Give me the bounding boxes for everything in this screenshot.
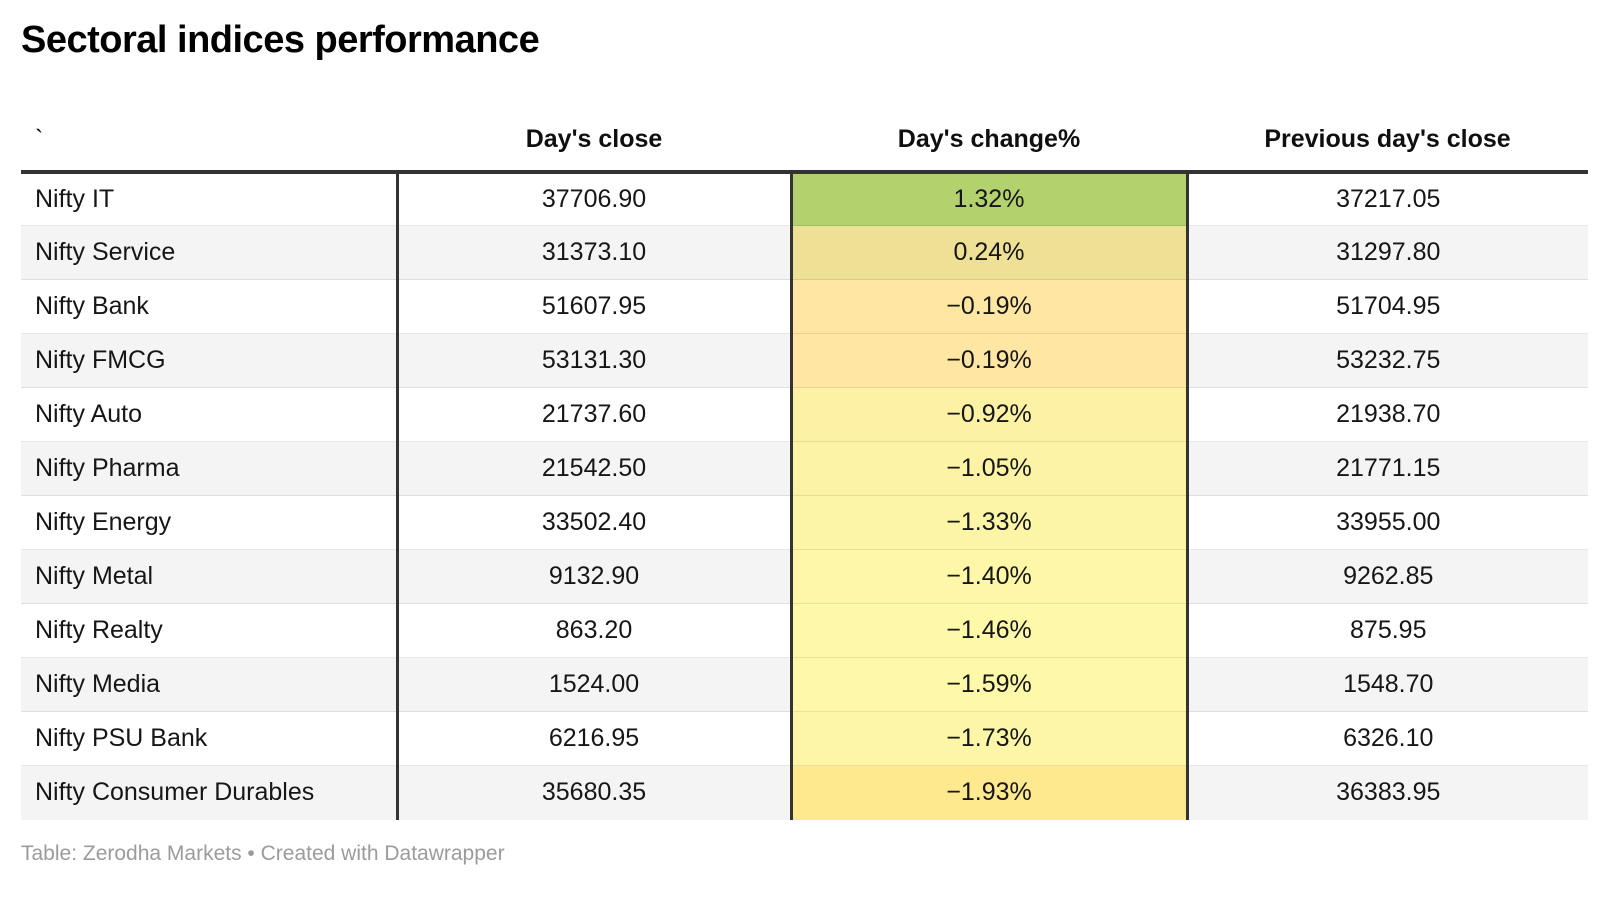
table-row: Nifty IT 37706.90 1.32% 37217.05 xyxy=(21,171,1588,226)
index-name-cell: Nifty Metal xyxy=(21,549,397,604)
table-row: Nifty Media 1524.00 −1.59% 1548.70 xyxy=(21,657,1588,712)
days-change-cell: −1.40% xyxy=(789,549,1189,604)
days-change-cell: −1.93% xyxy=(789,765,1189,820)
days-change-cell: −1.73% xyxy=(789,711,1189,766)
days-change-cell: −0.92% xyxy=(789,387,1189,442)
table-footer: Table: Zerodha Markets • Created with Da… xyxy=(21,841,505,865)
header-row: ` Day's close Day's change% Previous day… xyxy=(21,62,1588,174)
days-close-cell: 1524.00 xyxy=(395,657,791,712)
prev-close-cell: 1548.70 xyxy=(1187,657,1588,712)
table-row: Nifty Metal 9132.90 −1.40% 9262.85 xyxy=(21,549,1588,604)
table-row: Nifty Auto 21737.60 −0.92% 21938.70 xyxy=(21,387,1588,442)
prev-close-cell: 53232.75 xyxy=(1187,333,1588,388)
days-change-cell: −1.05% xyxy=(789,441,1189,496)
prev-close-cell: 31297.80 xyxy=(1187,225,1588,280)
prev-close-cell: 51704.95 xyxy=(1187,279,1588,334)
table-row: Nifty FMCG 53131.30 −0.19% 53232.75 xyxy=(21,333,1588,388)
table-row: Nifty PSU Bank 6216.95 −1.73% 6326.10 xyxy=(21,711,1588,766)
days-close-cell: 9132.90 xyxy=(395,549,791,604)
days-change-cell: −1.33% xyxy=(789,495,1189,550)
days-change-cell: 0.24% xyxy=(789,225,1189,280)
days-close-cell: 51607.95 xyxy=(395,279,791,334)
days-close-cell: 37706.90 xyxy=(395,171,791,226)
index-name-cell: Nifty Auto xyxy=(21,387,397,442)
index-name-cell: Nifty FMCG xyxy=(21,333,397,388)
table-row: Nifty Bank 51607.95 −0.19% 51704.95 xyxy=(21,279,1588,334)
days-change-cell: −0.19% xyxy=(789,333,1189,388)
index-name-cell: Nifty Media xyxy=(21,657,397,712)
days-change-cell: 1.32% xyxy=(789,171,1189,226)
column-header-days-close: Day's close xyxy=(397,62,791,174)
prev-close-cell: 21771.15 xyxy=(1187,441,1588,496)
index-name-cell: Nifty Consumer Durables xyxy=(21,765,397,820)
days-close-cell: 6216.95 xyxy=(395,711,791,766)
days-change-cell: −1.59% xyxy=(789,657,1189,712)
days-change-cell: −1.46% xyxy=(789,603,1189,658)
prev-close-cell: 21938.70 xyxy=(1187,387,1588,442)
column-header-previous-close: Previous day's close xyxy=(1187,62,1588,174)
table-row: Nifty Service 31373.10 0.24% 31297.80 xyxy=(21,225,1588,280)
prev-close-cell: 36383.95 xyxy=(1187,765,1588,820)
days-close-cell: 863.20 xyxy=(395,603,791,658)
prev-close-cell: 33955.00 xyxy=(1187,495,1588,550)
table-row: Nifty Realty 863.20 −1.46% 875.95 xyxy=(21,603,1588,658)
days-close-cell: 21542.50 xyxy=(395,441,791,496)
table-row: Nifty Pharma 21542.50 −1.05% 21771.15 xyxy=(21,441,1588,496)
days-close-cell: 31373.10 xyxy=(395,225,791,280)
index-name-cell: Nifty Energy xyxy=(21,495,397,550)
index-name-cell: Nifty Bank xyxy=(21,279,397,334)
table-row: Nifty Energy 33502.40 −1.33% 33955.00 xyxy=(21,495,1588,550)
sectoral-indices-table: ` Day's close Day's change% Previous day… xyxy=(21,62,1588,820)
page-title: Sectoral indices performance xyxy=(21,19,540,61)
table-header: ` Day's close Day's change% Previous day… xyxy=(21,62,1588,174)
prev-close-cell: 875.95 xyxy=(1187,603,1588,658)
days-close-cell: 21737.60 xyxy=(395,387,791,442)
days-close-cell: 33502.40 xyxy=(395,495,791,550)
column-header-name: ` xyxy=(21,62,397,174)
index-name-cell: Nifty IT xyxy=(35,184,115,213)
index-name-cell: Nifty Realty xyxy=(21,603,397,658)
index-name-cell: Nifty Pharma xyxy=(21,441,397,496)
index-name-cell: Nifty PSU Bank xyxy=(21,711,397,766)
prev-close-cell: 37217.05 xyxy=(1336,184,1441,213)
prev-close-cell: 9262.85 xyxy=(1187,549,1588,604)
days-change-cell: −0.19% xyxy=(789,279,1189,334)
column-header-days-change: Day's change% xyxy=(791,62,1187,174)
days-close-cell: 35680.35 xyxy=(395,765,791,820)
days-close-cell: 53131.30 xyxy=(395,333,791,388)
table-row: Nifty Consumer Durables 35680.35 −1.93% … xyxy=(21,765,1588,820)
index-name-cell: Nifty Service xyxy=(21,225,397,280)
prev-close-cell: 6326.10 xyxy=(1187,711,1588,766)
table-body: Nifty IT 37706.90 1.32% 37217.05 Nifty S… xyxy=(21,171,1588,820)
